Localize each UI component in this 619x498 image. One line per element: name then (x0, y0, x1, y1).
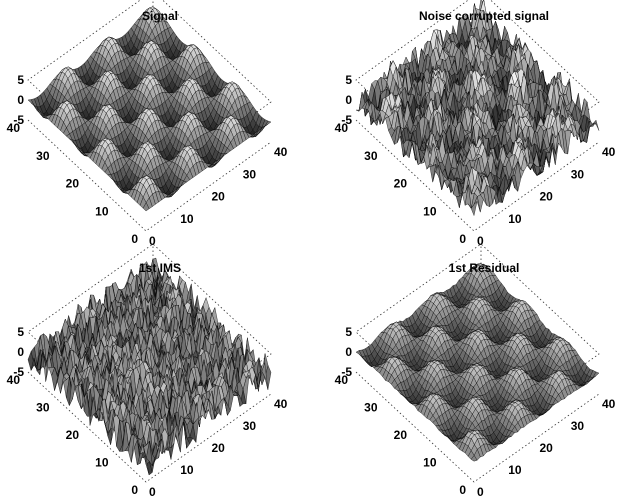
x-tick-label: 20 (540, 441, 554, 455)
z-tick-label: 0 (345, 345, 352, 359)
x-tick-label: 0 (477, 485, 484, 498)
y-axis: 0 10 20 30 40 (335, 121, 467, 246)
surface-mesh (355, 0, 600, 217)
y-axis: 0 10 20 30 40 (335, 373, 467, 497)
x-tick-label: 20 (540, 190, 554, 204)
y-axis: 0 10 20 30 40 (7, 373, 139, 497)
x-tick-label: 10 (508, 212, 522, 226)
z-tick-label: -5 (341, 113, 352, 127)
y-tick-label: 30 (364, 401, 378, 415)
y-tick-label: 40 (335, 121, 349, 135)
chart-title: Noise corrupted signal (419, 9, 549, 23)
z-tick-label: 5 (345, 73, 352, 87)
z-tick-label: -5 (13, 113, 24, 127)
z-tick-label: 0 (17, 93, 24, 107)
z-tick-label: -5 (13, 365, 24, 379)
surface-mesh (27, 6, 272, 212)
y-tick-label: 10 (95, 204, 109, 218)
surface-mesh (27, 257, 272, 476)
y-tick-label: 20 (66, 428, 80, 442)
z-axis: 5 0 -5 (341, 73, 352, 127)
x-tick-label: 10 (180, 463, 194, 477)
x-tick-label: 40 (602, 397, 616, 411)
chart-title: 1st IMS (139, 261, 181, 275)
x-tick-label: 20 (212, 190, 226, 204)
chart-title: Signal (142, 9, 178, 23)
x-tick-label: 0 (149, 485, 156, 498)
z-axis: 5 0 -5 (13, 325, 24, 379)
y-tick-label: 10 (423, 456, 437, 470)
y-tick-label: 20 (394, 177, 408, 191)
x-tick-label: 30 (571, 167, 585, 181)
z-tick-label: 5 (345, 325, 352, 339)
x-tick-label: 30 (243, 167, 257, 181)
z-tick-label: 5 (17, 325, 24, 339)
z-tick-label: 0 (345, 93, 352, 107)
chart-title: 1st Residual (449, 261, 520, 275)
x-axis: 0 10 20 30 40 (149, 145, 288, 248)
x-axis: 0 10 20 30 40 (477, 145, 616, 248)
x-axis: 0 10 20 30 40 (477, 397, 616, 498)
x-tick-label: 10 (180, 212, 194, 226)
x-tick-label: 0 (149, 234, 156, 248)
y-tick-label: 30 (36, 401, 50, 415)
x-tick-label: 40 (274, 145, 288, 159)
x-axis: 0 10 20 30 40 (149, 397, 288, 498)
chart-panel-2: Noise corrupted signal 0 10 20 30 40 0 10 20 30 40… (335, 0, 616, 248)
y-tick-label: 0 (131, 483, 138, 497)
y-tick-label: 0 (131, 232, 138, 246)
z-tick-label: -5 (341, 365, 352, 379)
y-tick-label: 30 (364, 149, 378, 163)
y-axis: 0 10 20 30 40 (7, 121, 139, 246)
y-tick-label: 30 (36, 149, 50, 163)
x-tick-label: 40 (602, 145, 616, 159)
x-tick-label: 30 (243, 419, 257, 433)
x-tick-label: 40 (274, 397, 288, 411)
x-tick-label: 0 (477, 234, 484, 248)
y-tick-label: 10 (423, 204, 437, 218)
z-tick-label: 5 (17, 73, 24, 87)
z-axis: 5 0 -5 (13, 73, 24, 127)
z-tick-label: 0 (17, 345, 24, 359)
x-tick-label: 10 (508, 463, 522, 477)
y-tick-label: 40 (7, 373, 21, 387)
z-axis: 5 0 -5 (341, 325, 352, 379)
y-tick-label: 10 (95, 456, 109, 470)
y-tick-label: 0 (459, 232, 466, 246)
y-tick-label: 20 (394, 428, 408, 442)
y-tick-label: 40 (7, 121, 21, 135)
x-tick-label: 20 (212, 441, 226, 455)
surface-mesh (355, 263, 600, 462)
y-tick-label: 40 (335, 373, 349, 387)
y-tick-label: 20 (66, 177, 80, 191)
x-tick-label: 30 (571, 419, 585, 433)
y-tick-label: 0 (459, 483, 466, 497)
